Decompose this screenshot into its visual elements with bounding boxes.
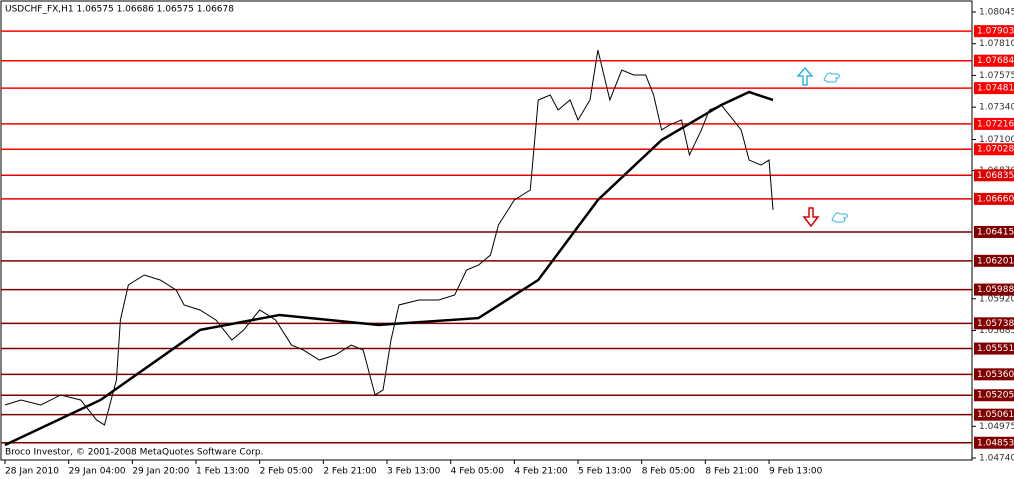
- level-label-box: [974, 192, 1014, 205]
- level-label: 1.04853: [977, 438, 1014, 448]
- x-tick-label: 2 Feb 05:00: [260, 467, 314, 477]
- level-label-box: [974, 436, 1014, 449]
- level-label-box: [974, 225, 1014, 238]
- level-label: 1.07481: [977, 84, 1014, 94]
- y-tick-label: 1.07100: [979, 135, 1014, 145]
- x-tick-label: 29 Jan 04:00: [69, 467, 126, 477]
- level-label-box: [974, 25, 1014, 38]
- level-label-box: [974, 254, 1014, 267]
- down-arrow: [802, 207, 820, 228]
- y-tick-label: 1.08045: [979, 8, 1014, 18]
- up-arrow: [796, 66, 814, 86]
- x-tick-label: 28 Jan 2010: [5, 467, 59, 477]
- level-label: 1.05551: [977, 344, 1014, 354]
- x-tick-label: 29 Jan 20:00: [132, 467, 189, 477]
- level-label-box: [974, 389, 1014, 402]
- level-label-box: [974, 283, 1014, 296]
- x-tick-label: 4 Feb 05:00: [451, 467, 505, 477]
- x-tick-label: 2 Feb 21:00: [323, 467, 377, 477]
- y-tick-label: 1.04975: [979, 422, 1014, 432]
- level-label: 1.06201: [977, 256, 1014, 266]
- x-tick-label: 8 Feb 21:00: [705, 467, 759, 477]
- level-label-box: [974, 82, 1014, 95]
- level-label: 1.05360: [977, 370, 1014, 380]
- x-tick-label: 5 Feb 13:00: [578, 467, 632, 477]
- footer: Broco Investor, © 2001-2008 MetaQuotes S…: [5, 448, 264, 458]
- level-label: 1.05738: [977, 319, 1014, 329]
- y-tick-label: 1.05685: [979, 326, 1014, 336]
- x-tick-label: 8 Feb 05:00: [642, 467, 696, 477]
- level-label-box: [974, 169, 1014, 182]
- x-tick-label: 1 Feb 13:00: [196, 467, 250, 477]
- level-label: 1.07216: [977, 119, 1014, 129]
- level-label-box: [974, 117, 1014, 130]
- signal-icons: [796, 66, 848, 228]
- y-tick-label: 1.07340: [979, 103, 1014, 113]
- y-tick-label: 1.05920: [979, 294, 1014, 304]
- level-label-box: [974, 368, 1014, 381]
- level-label-box: [974, 342, 1014, 355]
- price-line: [4, 49, 774, 426]
- level-label: 1.06835: [977, 171, 1014, 181]
- thumb-up: [823, 72, 840, 83]
- level-label: 1.07028: [977, 145, 1014, 155]
- level-label: 1.07684: [977, 56, 1014, 66]
- chart-title: USDCHF_FX,H1 1.06575 1.06686 1.06575 1.0…: [5, 5, 234, 15]
- level-label: 1.06660: [977, 194, 1014, 204]
- price-line: [4, 90, 774, 447]
- level-label: 1.06415: [977, 227, 1014, 237]
- level-label: 1.05061: [977, 410, 1014, 420]
- level-label: 1.05205: [977, 391, 1014, 401]
- level-label-box: [974, 317, 1014, 330]
- y-tick-label: 1.07810: [979, 39, 1014, 49]
- level-label: 1.07903: [977, 27, 1014, 37]
- y-tick-label: 1.04740: [979, 454, 1014, 464]
- x-tick-label: 3 Feb 13:00: [387, 467, 441, 477]
- level-label-box: [974, 54, 1014, 67]
- x-tick-label: 4 Feb 21:00: [514, 467, 568, 477]
- y-tick-label: 1.07575: [979, 71, 1014, 81]
- x-tick-label: 9 Feb 13:00: [769, 467, 823, 477]
- level-label-box: [974, 143, 1014, 156]
- level-label-box: [974, 408, 1014, 421]
- plot-frame: [0, 0, 973, 461]
- level-label: 1.05988: [977, 285, 1014, 295]
- thumb-up: [831, 212, 848, 223]
